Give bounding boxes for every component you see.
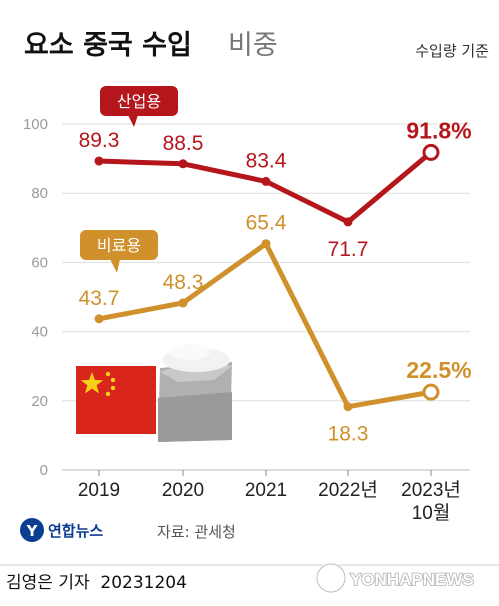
yonhap-logo: Y 연합뉴스 — [20, 518, 103, 542]
data-point — [261, 176, 271, 186]
y-axis-ticks: 0 20 40 60 80 100 — [23, 116, 48, 479]
x-tick-label: 2022년 — [318, 479, 378, 501]
brand-name: 연합뉴스 — [48, 522, 103, 540]
watermark-text: YONHAPNEWS — [350, 570, 474, 589]
data-point — [178, 298, 188, 308]
data-label: 88.5 — [163, 132, 204, 155]
data-label: 18.3 — [328, 423, 369, 446]
y-tick-label: 60 — [31, 254, 48, 271]
data-point — [94, 314, 104, 324]
x-tick-label: 2021 — [245, 480, 287, 501]
legend-label-industrial: 산업용 — [117, 92, 161, 111]
data-label: 48.3 — [163, 271, 204, 294]
data-point — [261, 239, 271, 249]
legend-tag-industrial: 산업용 — [100, 86, 178, 127]
legend-tag-fertilizer: 비료용 — [80, 230, 158, 273]
measurement-basis: 수입량 기준 — [415, 42, 489, 60]
data-point — [178, 159, 188, 169]
x-tick-label: 2020 — [162, 480, 204, 501]
chart-title: 요소 중국 수입 — [24, 30, 192, 61]
data-label: 22.5% — [406, 357, 471, 383]
legend-label-fertilizer: 비료용 — [97, 236, 141, 255]
chart-title-light: 비중 — [228, 30, 278, 61]
urea-sack-icon — [158, 344, 232, 442]
y-tick-label: 0 — [40, 462, 48, 479]
y-tick-label: 40 — [31, 324, 48, 341]
y-tick-label: 20 — [31, 393, 48, 410]
data-label: 83.4 — [246, 149, 287, 172]
data-point — [94, 156, 104, 166]
data-point — [422, 143, 440, 161]
data-source: 자료: 관세청 — [157, 523, 236, 541]
data-point — [343, 402, 353, 412]
series-layer: 89.3 88.5 83.4 71.7 91.8% 43.7 48.3 65.4 18.3 22.… — [79, 117, 472, 445]
y-tick-label: 100 — [23, 116, 48, 133]
china-flag-icon — [76, 366, 156, 434]
x-tick-label: 2019 — [78, 480, 120, 501]
watermark: YONHAPNEWS — [315, 562, 475, 594]
data-label: 43.7 — [79, 287, 120, 310]
data-label: 91.8% — [406, 117, 471, 143]
y-tick-label: 80 — [31, 185, 48, 202]
data-point — [422, 383, 440, 401]
data-label: 65.4 — [246, 212, 287, 235]
data-label: 89.3 — [79, 129, 120, 152]
data-point — [343, 217, 353, 227]
data-label: 71.7 — [328, 238, 369, 261]
byline: 김영은 기자 20231204 — [6, 573, 187, 593]
x-tick-label: 2023년 — [401, 479, 461, 501]
svg-text:Y: Y — [26, 522, 39, 540]
x-tick-label: 10월 — [412, 502, 451, 524]
